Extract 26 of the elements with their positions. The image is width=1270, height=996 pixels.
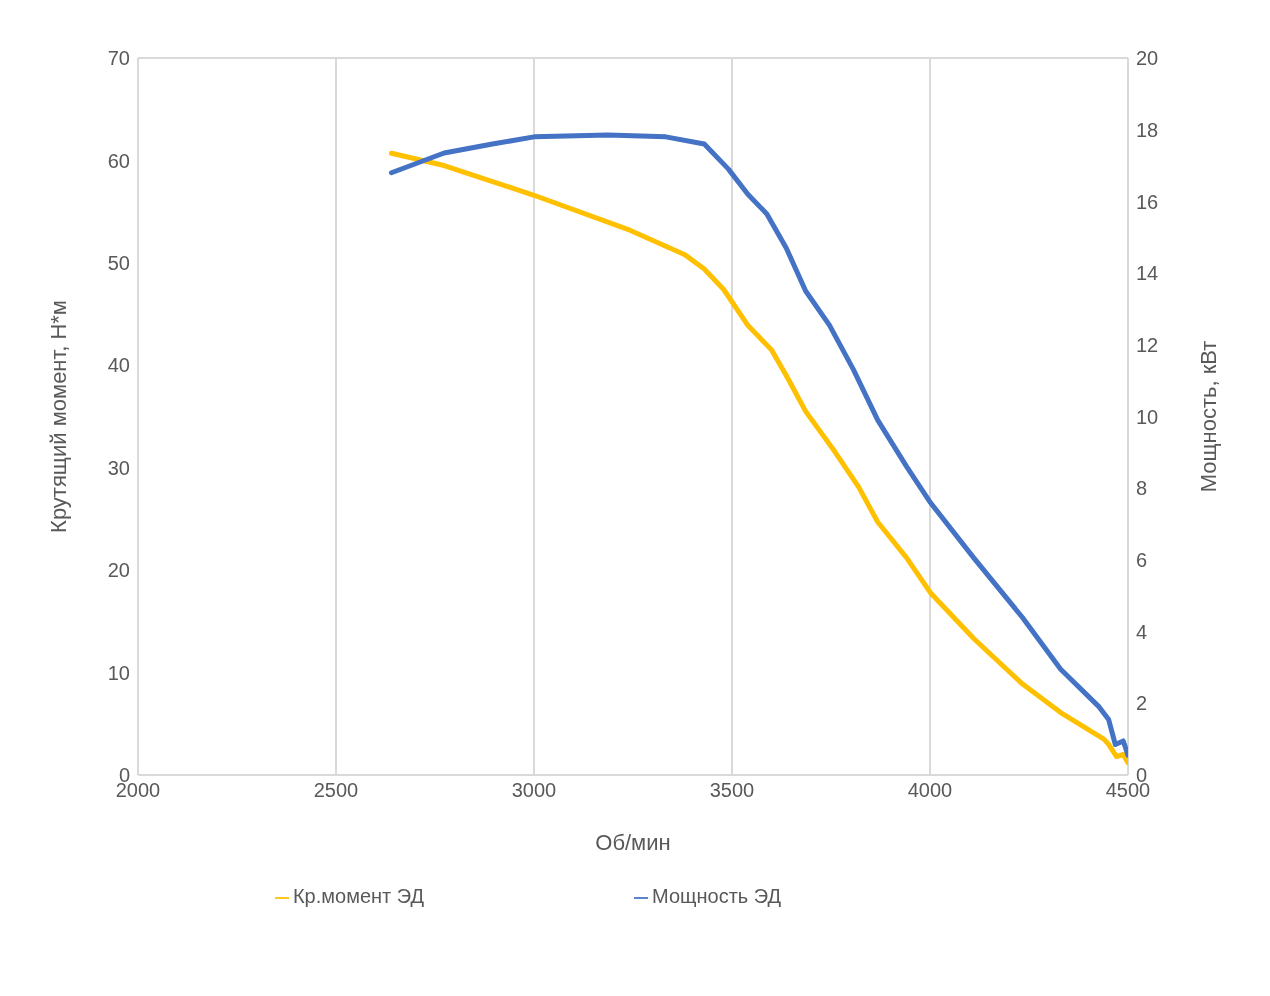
y2-tick-label: 4 <box>1136 620 1148 643</box>
x-tick-label: 2500 <box>313 779 359 802</box>
y2-axis-title: Мощность, кВт <box>1195 340 1221 493</box>
x-tick-label: 3000 <box>511 779 557 802</box>
y-tick-label: 40 <box>107 354 130 377</box>
y-axis-title: Крутящий момент, Н*м <box>45 300 71 533</box>
legend-label: Мощность ЭД <box>652 885 782 907</box>
x-axis-title: Об/мин <box>595 830 671 855</box>
legend-label: Кр.момент ЭД <box>292 885 425 907</box>
y-tick-label: 60 <box>107 149 130 172</box>
y2-tick-label: 2 <box>1136 692 1148 715</box>
y2-tick-label: 14 <box>1136 262 1159 285</box>
y-tick-label: 10 <box>107 661 130 684</box>
x-tick-label: 3500 <box>709 779 755 802</box>
y2-tick-label: 20 <box>1136 47 1159 70</box>
x-tick-label: 4000 <box>907 779 953 802</box>
y2-tick-label: 8 <box>1136 477 1148 500</box>
y2-tick-label: 16 <box>1136 190 1159 213</box>
y2-tick-label: 18 <box>1136 118 1159 141</box>
y-tick-label: 20 <box>107 559 130 582</box>
y2-tick-label: 12 <box>1136 333 1159 356</box>
y-tick-label: 70 <box>107 47 130 70</box>
y-tick-label: 50 <box>107 251 130 274</box>
y2-tick-label: 10 <box>1136 405 1159 428</box>
y-tick-label: 30 <box>107 456 130 479</box>
y2-tick-label: 6 <box>1136 549 1148 571</box>
